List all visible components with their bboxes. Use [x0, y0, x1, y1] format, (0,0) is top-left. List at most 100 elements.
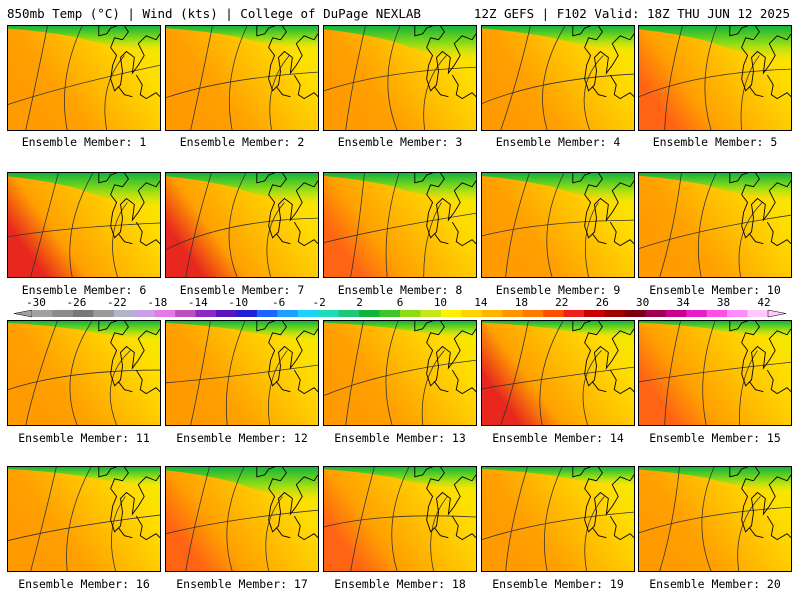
scale-swatch [93, 310, 115, 317]
scale-swatch [113, 310, 135, 317]
scale-swatch [400, 310, 421, 317]
scale-swatch [665, 310, 687, 317]
header-title: 850mb Temp (°C) | Wind (kts) | College o… [7, 6, 421, 21]
scale-tick-label: -18 [147, 296, 167, 309]
scale-swatch [236, 310, 258, 317]
ensemble-member-label: Ensemble Member: 1 [21, 135, 147, 149]
scale-swatch [481, 310, 503, 317]
scale-tick-label: 26 [596, 296, 609, 309]
ensemble-member-label: Ensemble Member: 14 [492, 431, 624, 445]
scale-swatch [72, 310, 94, 317]
ensemble-member-map [481, 466, 635, 572]
ensemble-member-map [323, 320, 477, 426]
ensemble-member-label: Ensemble Member: 16 [18, 577, 150, 591]
scale-swatch [747, 310, 769, 317]
ensemble-member-map [7, 172, 161, 278]
ensemble-member-map [165, 466, 319, 572]
scale-swatch [502, 310, 523, 317]
temperature-color-scale: -30 -26 -22 -18 -14 -10 -6 -2 2 6 10 14 18 22 26 30 34 38… [13, 296, 787, 318]
ensemble-member-label: Ensemble Member: 5 [652, 135, 778, 149]
scale-swatch [686, 310, 707, 317]
scale-swatch [706, 310, 728, 317]
scale-swatch [727, 310, 748, 317]
header-run-info: 12Z GEFS | F102 Valid: 18Z THU JUN 12 20… [473, 6, 790, 21]
scale-tick-label: 30 [636, 296, 649, 309]
ensemble-member-map [165, 25, 319, 131]
ensemble-member-label: Ensemble Member: 7 [179, 283, 305, 297]
ensemble-member-label: Ensemble Member: 8 [337, 283, 463, 297]
ensemble-member-map [323, 466, 477, 572]
scale-tick-label: -2 [312, 296, 325, 309]
ensemble-member-map [481, 172, 635, 278]
scale-swatch [584, 310, 605, 317]
ensemble-member-map [323, 172, 477, 278]
scale-swatch [563, 310, 585, 317]
scale-swatch [134, 310, 155, 317]
scale-swatch [195, 310, 217, 317]
scale-swatch [338, 310, 360, 317]
scale-tick-label: 14 [474, 296, 488, 309]
scale-max-arrow [767, 309, 787, 318]
scale-tick-label: 2 [356, 296, 363, 309]
scale-swatch [216, 310, 237, 317]
scale-tick-label: 38 [717, 296, 730, 309]
scale-min-arrow [13, 309, 33, 318]
ensemble-member-label: Ensemble Member: 18 [334, 577, 466, 591]
ensemble-member-map [638, 172, 792, 278]
scale-swatch [154, 310, 176, 317]
ensemble-member-map [7, 466, 161, 572]
scale-swatch [318, 310, 339, 317]
scale-tick-label: -26 [67, 296, 87, 309]
ensemble-member-label: Ensemble Member: 13 [334, 431, 466, 445]
scale-tick-label: -30 [26, 296, 46, 309]
ensemble-member-map [481, 320, 635, 426]
ensemble-member-map [481, 25, 635, 131]
ensemble-member-label: Ensemble Member: 19 [492, 577, 624, 591]
scale-tick-label: 18 [515, 296, 528, 309]
scale-tick-label: 6 [397, 296, 404, 309]
ensemble-member-map [323, 25, 477, 131]
ensemble-member-map [638, 466, 792, 572]
scale-swatch [440, 310, 462, 317]
ensemble-member-label: Ensemble Member: 2 [179, 135, 305, 149]
scale-tick-label: -14 [188, 296, 208, 309]
scale-swatch [645, 310, 667, 317]
scale-swatch [379, 310, 401, 317]
ensemble-member-map [165, 320, 319, 426]
ensemble-member-map [7, 320, 161, 426]
ensemble-member-map [7, 25, 161, 131]
scale-swatch [256, 310, 278, 317]
ensemble-member-map [165, 172, 319, 278]
ensemble-member-label: Ensemble Member: 3 [337, 135, 463, 149]
ensemble-member-label: Ensemble Member: 9 [495, 283, 621, 297]
scale-swatch [297, 310, 319, 317]
scale-swatch [543, 310, 564, 317]
scale-tick-label: 10 [434, 296, 447, 309]
ensemble-member-label: Ensemble Member: 6 [21, 283, 147, 297]
ensemble-member-label: Ensemble Member: 12 [176, 431, 308, 445]
scale-tick-label: -10 [228, 296, 248, 309]
ensemble-member-label: Ensemble Member: 17 [176, 577, 308, 591]
scale-tick-label: 22 [555, 296, 568, 309]
ensemble-member-label: Ensemble Member: 20 [649, 577, 781, 591]
scale-swatch [522, 310, 544, 317]
scale-tick-label: 42 [757, 296, 770, 309]
ensemble-member-label: Ensemble Member: 15 [649, 431, 781, 445]
scale-tick-label: -22 [107, 296, 127, 309]
scale-tick-label: 34 [676, 296, 690, 309]
ensemble-member-map [638, 320, 792, 426]
scale-swatch [277, 310, 299, 317]
scale-swatch [461, 310, 483, 317]
scale-swatch [604, 310, 626, 317]
ensemble-member-label: Ensemble Member: 11 [18, 431, 150, 445]
scale-swatch [359, 310, 380, 317]
ensemble-member-label: Ensemble Member: 4 [495, 135, 621, 149]
scale-tick-label: -6 [272, 296, 285, 309]
scale-swatch [175, 310, 196, 317]
scale-swatch [624, 310, 646, 317]
ensemble-member-label: Ensemble Member: 10 [649, 283, 781, 297]
ensemble-member-map [638, 25, 792, 131]
scale-swatch [420, 310, 442, 317]
scale-swatch [32, 310, 53, 317]
scale-swatch [52, 310, 74, 317]
